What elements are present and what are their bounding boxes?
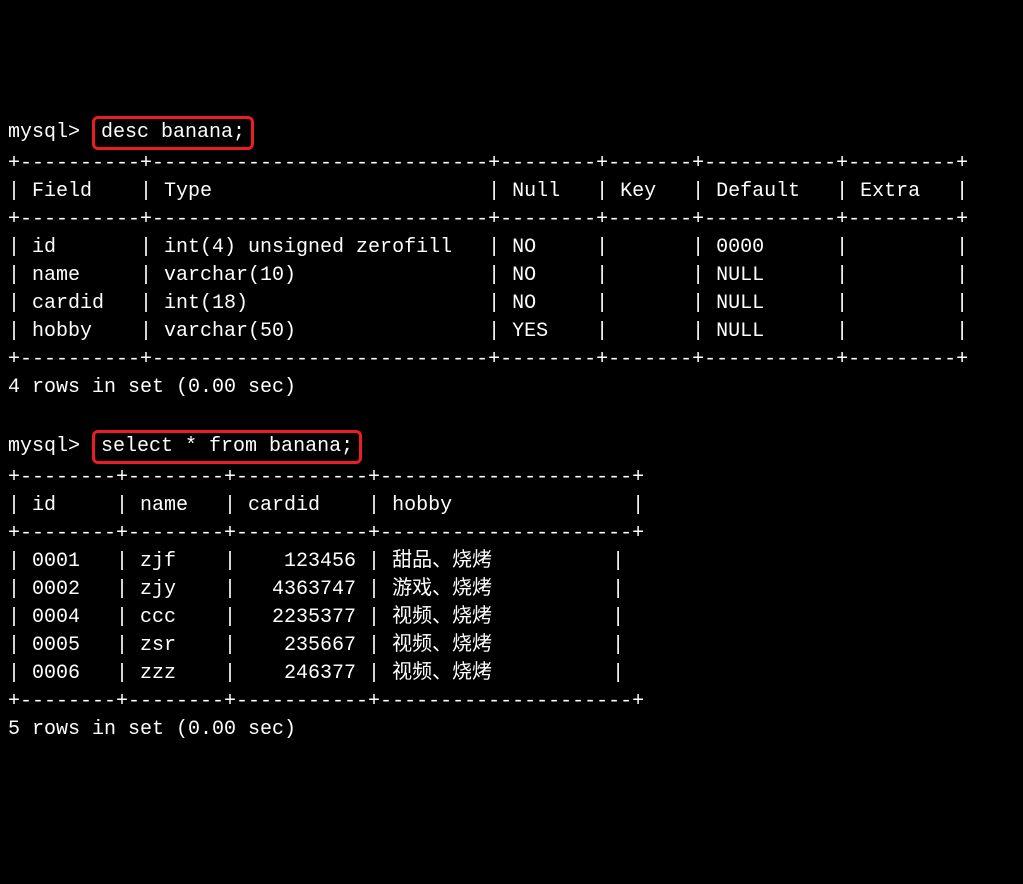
output-line: +----------+----------------------------… (8, 206, 1015, 234)
query-command-2[interactable]: select * from banana; (101, 435, 353, 458)
output-line: | 0006 | zzz | 246377 | 视频、烧烤 | (8, 660, 1015, 688)
prompt-line-1: mysql> desc banana; (8, 116, 1015, 150)
output-line: 5 rows in set (0.00 sec) (8, 716, 1015, 744)
output-line: +----------+----------------------------… (8, 150, 1015, 178)
query-highlight-1: desc banana; (92, 116, 254, 150)
terminal-output: mysql> desc banana;+----------+---------… (8, 116, 1015, 744)
blank-line (8, 402, 1015, 430)
output-line: +--------+--------+-----------+---------… (8, 688, 1015, 716)
output-line: | 0001 | zjf | 123456 | 甜品、烧烤 | (8, 548, 1015, 576)
output-line: | 0002 | zjy | 4363747 | 游戏、烧烤 | (8, 576, 1015, 604)
mysql-prompt: mysql> (8, 119, 80, 147)
output-line: 4 rows in set (0.00 sec) (8, 374, 1015, 402)
output-line: | hobby | varchar(50) | YES | | NULL | | (8, 318, 1015, 346)
output-line: +----------+----------------------------… (8, 346, 1015, 374)
output-line: +--------+--------+-----------+---------… (8, 520, 1015, 548)
mysql-prompt: mysql> (8, 433, 80, 461)
output-line: | cardid | int(18) | NO | | NULL | | (8, 290, 1015, 318)
output-line: +--------+--------+-----------+---------… (8, 464, 1015, 492)
output-line: | Field | Type | Null | Key | Default | … (8, 178, 1015, 206)
output-line: | id | name | cardid | hobby | (8, 492, 1015, 520)
query-command-1[interactable]: desc banana; (101, 121, 245, 144)
prompt-line-2: mysql> select * from banana; (8, 430, 1015, 464)
output-line: | id | int(4) unsigned zerofill | NO | |… (8, 234, 1015, 262)
query-highlight-2: select * from banana; (92, 430, 362, 464)
output-line: | 0005 | zsr | 235667 | 视频、烧烤 | (8, 632, 1015, 660)
output-line: | 0004 | ccc | 2235377 | 视频、烧烤 | (8, 604, 1015, 632)
output-line: | name | varchar(10) | NO | | NULL | | (8, 262, 1015, 290)
